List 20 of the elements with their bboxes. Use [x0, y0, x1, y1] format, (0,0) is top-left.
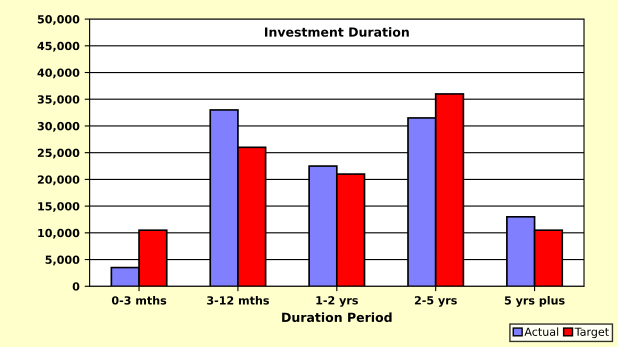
- text: Investment Duration: [264, 27, 409, 37]
- x-tick-label: 2-5 yrs: [414, 296, 457, 307]
- x-axis-title: Duration Period: [282, 312, 392, 322]
- x-tick-label: 0-3 mths: [112, 296, 166, 305]
- y-tick-label: 15,000: [38, 202, 80, 212]
- y-tick-label: 50,000: [38, 15, 80, 25]
- y-tick-label: 40,000: [38, 68, 80, 78]
- y-tick-label: 35,000: [38, 95, 80, 106]
- y-tick-label: 30,000: [38, 122, 80, 132]
- y-tick-label: 25,000: [38, 148, 80, 158]
- legend-label: Target: [574, 328, 609, 338]
- y-tick-label: 5,000: [46, 256, 80, 266]
- x-tick-label: 1-2 yrs: [316, 296, 358, 307]
- y-tick-label: 10,000: [38, 228, 80, 239]
- y-tick-label: 0: [72, 282, 80, 291]
- legend-label: Actual: [524, 327, 558, 336]
- y-tick-label: 45,000: [38, 42, 80, 52]
- y-tick-label: 20,000: [38, 175, 80, 186]
- x-tick-label: 5 yrs plus: [504, 296, 565, 307]
- x-tick-label: 3-12 mths: [207, 296, 269, 305]
